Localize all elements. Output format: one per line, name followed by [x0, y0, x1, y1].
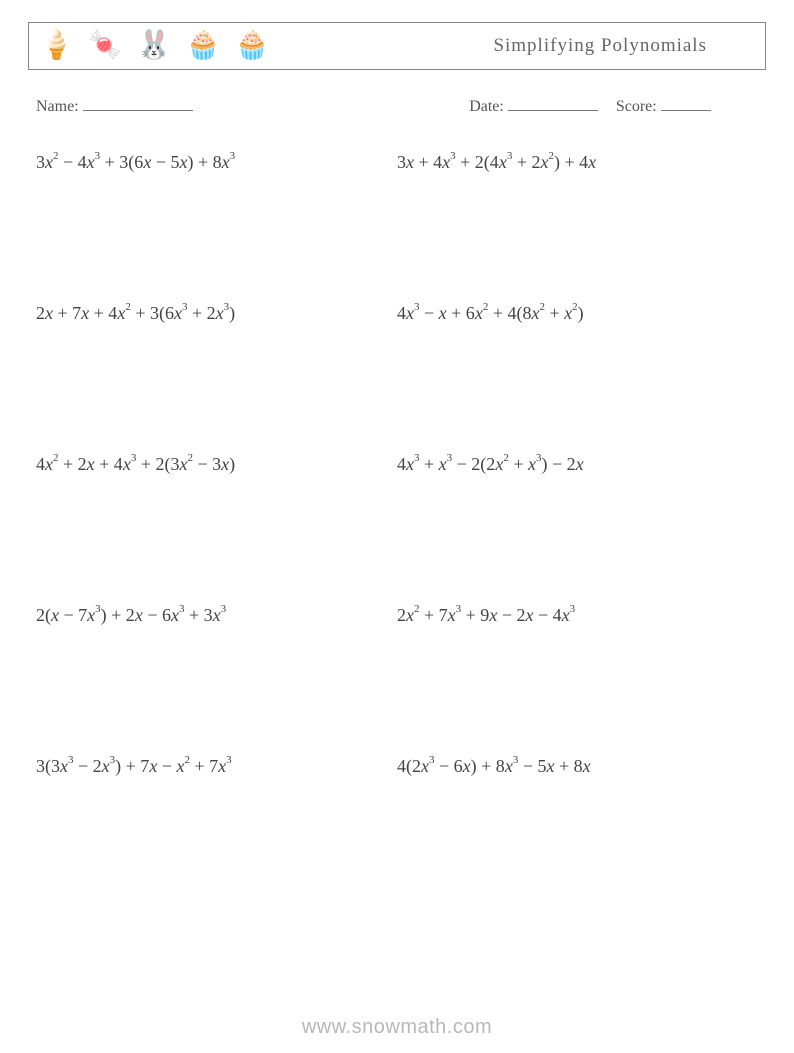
problem-cell: 3x + 4x3 + 2(4x3 + 2x2) + 4x — [397, 152, 758, 173]
score-field: Score: — [616, 94, 711, 116]
cupcake-pink-icon: 🧁 — [235, 32, 270, 60]
problem-cell: 2x + 7x + 4x2 + 3(6x3 + 2x3) — [36, 303, 397, 324]
footer-watermark: www.snowmath.com — [0, 1016, 794, 1039]
header-box: 🍦 🍬 🐰 🧁 🧁 Simplifying Polynomials — [28, 22, 766, 70]
problem-cell: 2(x − 7x3) + 2x − 6x3 + 3x3 — [36, 605, 397, 626]
problems-grid: 3x2 − 4x3 + 3(6x − 5x) + 8x3 3x + 4x3 + … — [36, 152, 758, 777]
bunny-icon: 🐰 — [137, 32, 172, 60]
problem-cell: 4(2x3 − 6x) + 8x3 − 5x + 8x — [397, 756, 758, 777]
problem-cell: 4x3 − x + 6x2 + 4(8x2 + x2) — [397, 303, 758, 324]
problem-row: 2(x − 7x3) + 2x − 6x3 + 3x3 2x2 + 7x3 + … — [36, 605, 758, 626]
problem-cell: 4x3 + x3 − 2(2x2 + x3) − 2x — [397, 454, 758, 475]
problem-cell: 3(3x3 − 2x3) + 7x − x2 + 7x3 — [36, 756, 397, 777]
problem-row: 2x + 7x + 4x2 + 3(6x3 + 2x3) 4x3 − x + 6… — [36, 303, 758, 324]
ice-cream-icon: 🍦 — [39, 32, 74, 60]
problem-row: 4x2 + 2x + 4x3 + 2(3x2 − 3x) 4x3 + x3 − … — [36, 454, 758, 475]
problem-row: 3(3x3 − 2x3) + 7x − x2 + 7x3 4(2x3 − 6x)… — [36, 756, 758, 777]
date-label: Date: — [469, 98, 504, 115]
cupcake-dark-icon: 🧁 — [186, 32, 221, 60]
date-blank[interactable] — [508, 94, 598, 111]
problem-cell: 2x2 + 7x3 + 9x − 2x − 4x3 — [397, 605, 758, 626]
name-field: Name: — [36, 94, 469, 116]
name-blank[interactable] — [83, 94, 193, 111]
candy-cane-icon: 🍬 — [88, 32, 123, 60]
score-blank[interactable] — [661, 94, 711, 111]
date-field: Date: — [469, 94, 598, 116]
name-label: Name: — [36, 98, 79, 115]
problem-row: 3x2 − 4x3 + 3(6x − 5x) + 8x3 3x + 4x3 + … — [36, 152, 758, 173]
problem-cell: 4x2 + 2x + 4x3 + 2(3x2 − 3x) — [36, 454, 397, 475]
problem-cell: 3x2 − 4x3 + 3(6x − 5x) + 8x3 — [36, 152, 397, 173]
meta-row: Name: Date: Score: — [36, 94, 758, 116]
score-label: Score: — [616, 98, 657, 115]
header-icons: 🍦 🍬 🐰 🧁 🧁 — [39, 32, 269, 60]
worksheet-title: Simplifying Polynomials — [493, 35, 707, 57]
